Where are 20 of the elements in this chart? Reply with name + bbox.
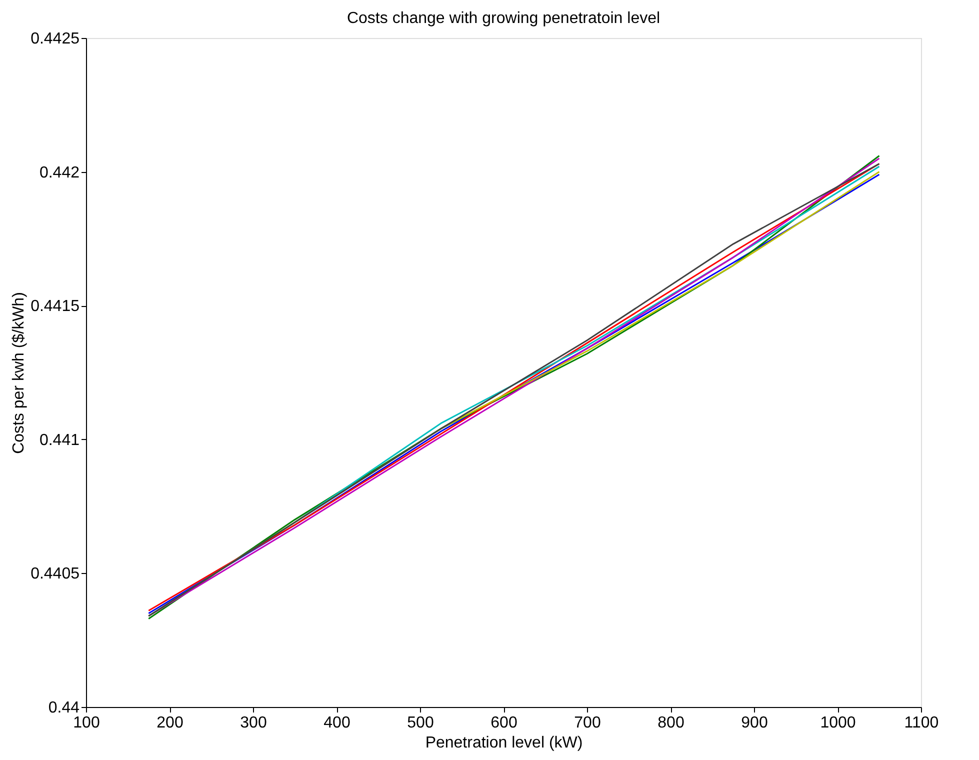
x-tick-label: 700 (574, 714, 601, 732)
x-axis-title: Penetration level (kW) (425, 734, 583, 752)
x-tick-label: 1000 (820, 714, 856, 732)
x-tick-label: 300 (240, 714, 267, 732)
y-tick-label: 0.4415 (30, 298, 80, 316)
x-tick-label: 800 (658, 714, 684, 732)
x-tick-label: 600 (490, 714, 518, 732)
y-tick-label: 0.44 (48, 700, 80, 716)
y-tick-label: 0.4405 (30, 566, 80, 583)
y-tick-label: 0.442 (39, 164, 80, 182)
y-axis-title: Costs per kwh ($/kWh) (10, 292, 28, 454)
chart-title: Costs change with growing penetratoin level (346, 10, 660, 27)
y-tick-label: 0.441 (39, 432, 80, 449)
x-tick-label: 200 (156, 714, 184, 732)
x-tick-label: 400 (324, 714, 350, 732)
y-tick-label: 0.4425 (30, 30, 80, 48)
x-tick-label: 100 (73, 714, 100, 732)
x-tick-label: 500 (407, 714, 434, 732)
x-tick-label: 900 (741, 714, 768, 732)
x-tick-label: 1100 (904, 714, 939, 732)
